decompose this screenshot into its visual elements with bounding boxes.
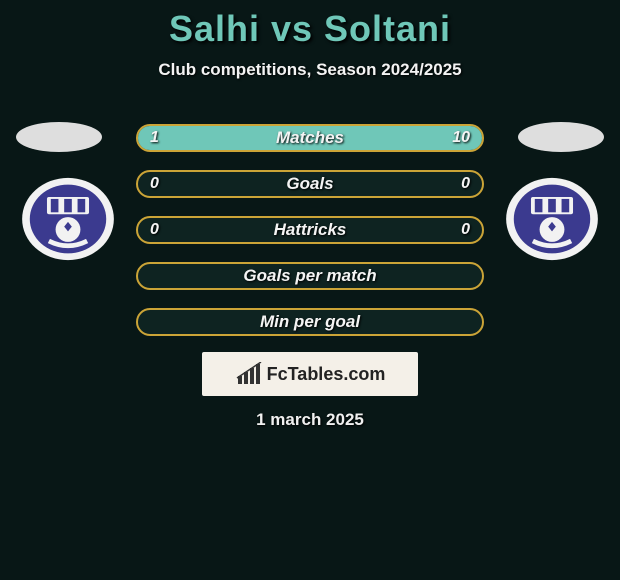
brand-chart-icon xyxy=(235,362,263,386)
stat-label: Matches xyxy=(138,128,482,148)
stat-label: Min per goal xyxy=(138,312,482,332)
stat-row-matches: 1 Matches 10 xyxy=(136,124,484,152)
stat-bars: 1 Matches 10 0 Goals 0 0 Hattricks 0 Goa… xyxy=(136,124,484,354)
stat-val-right: 0 xyxy=(461,175,470,193)
stat-label: Hattricks xyxy=(138,220,482,240)
club-badge-right xyxy=(504,176,600,262)
stat-val-right: 10 xyxy=(452,129,470,147)
brand-text: FcTables.com xyxy=(267,364,386,385)
date-text: 1 march 2025 xyxy=(0,410,620,430)
club-badge-left xyxy=(20,176,116,262)
stat-row-min-per-goal: Min per goal xyxy=(136,308,484,336)
player-avatar-right xyxy=(518,122,604,152)
stat-row-goals-per-match: Goals per match xyxy=(136,262,484,290)
stat-val-right: 0 xyxy=(461,221,470,239)
player-avatar-left xyxy=(16,122,102,152)
brand-logo: FcTables.com xyxy=(202,352,418,396)
stat-row-goals: 0 Goals 0 xyxy=(136,170,484,198)
stat-label: Goals per match xyxy=(138,266,482,286)
stat-row-hattricks: 0 Hattricks 0 xyxy=(136,216,484,244)
stat-label: Goals xyxy=(138,174,482,194)
subtitle: Club competitions, Season 2024/2025 xyxy=(0,60,620,80)
page-title: Salhi vs Soltani xyxy=(0,0,620,50)
